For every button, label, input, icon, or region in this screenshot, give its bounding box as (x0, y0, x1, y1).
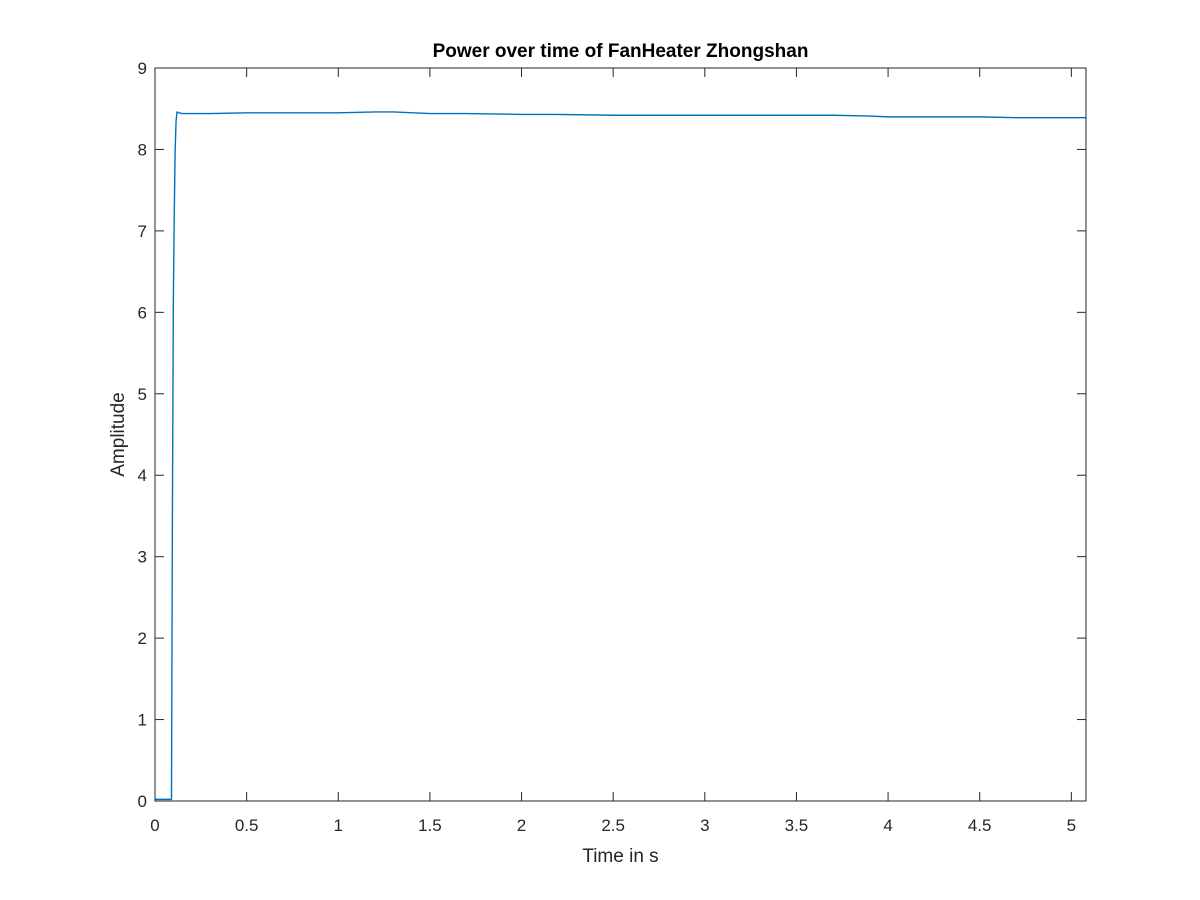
chart-title: Power over time of FanHeater Zhongshan (433, 41, 809, 62)
plot-area (155, 68, 1086, 801)
y-tick-label: 1 (138, 711, 147, 730)
y-tick-label: 8 (138, 140, 147, 159)
x-tick-label: 5 (1067, 816, 1076, 835)
x-tick-label: 0 (150, 816, 159, 835)
x-tick-label: 3.5 (785, 816, 809, 835)
x-tick-label: 1.5 (418, 816, 442, 835)
y-tick-label: 6 (138, 303, 147, 322)
y-axis-title: Amplitude (108, 392, 129, 477)
y-tick-label: 3 (138, 548, 147, 567)
x-tick-label: 4.5 (968, 816, 992, 835)
x-tick-label: 3 (700, 816, 709, 835)
x-tick-label: 1 (334, 816, 343, 835)
axes-box (154, 67, 1087, 802)
y-tick-label: 0 (138, 792, 147, 811)
x-tick-label: 0.5 (235, 816, 259, 835)
y-tick-label: 7 (138, 222, 147, 241)
y-tick-label: 5 (138, 385, 147, 404)
x-tick-label: 2 (517, 816, 526, 835)
x-axis-title: Time in s (582, 846, 658, 867)
y-tick-label: 9 (138, 59, 147, 78)
x-tick-label: 2.5 (601, 816, 625, 835)
y-tick-label: 2 (138, 629, 147, 648)
y-tick-label: 4 (138, 466, 147, 485)
x-tick-label: 4 (883, 816, 892, 835)
series-line (155, 111, 1086, 801)
